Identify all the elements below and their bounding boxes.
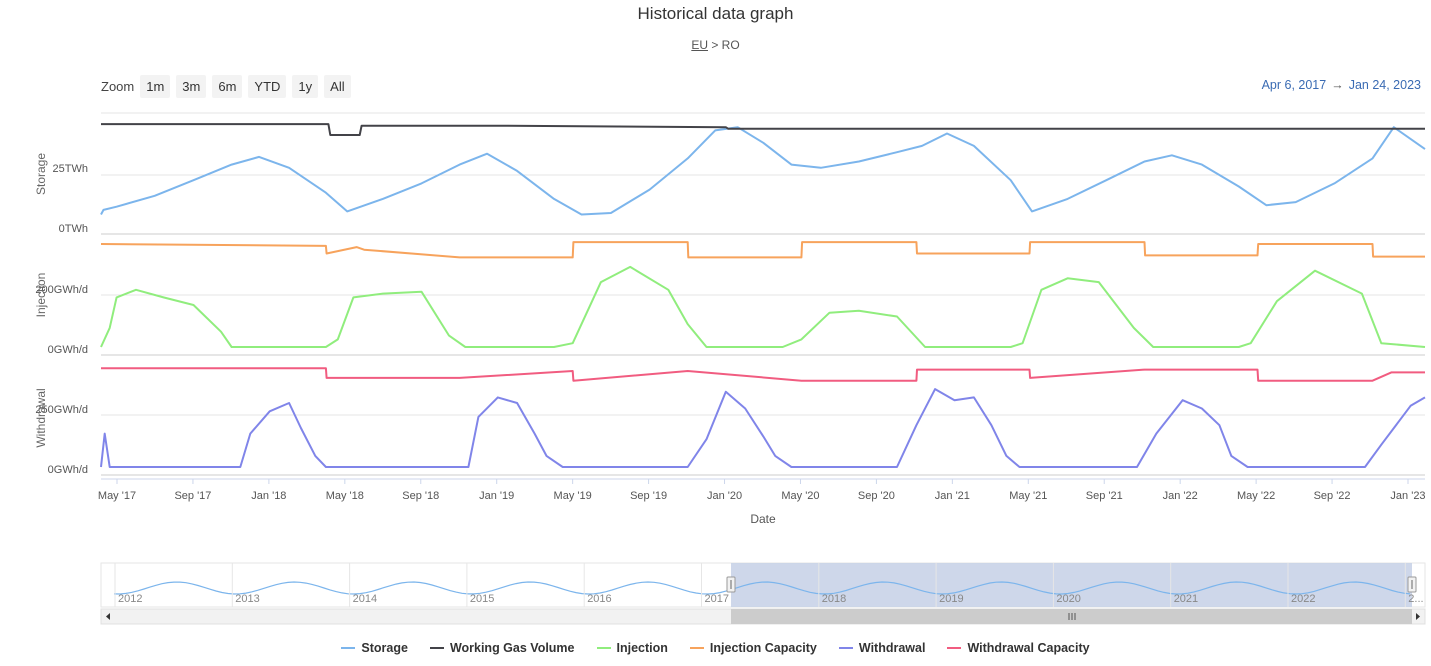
y-tick-label: 0GWh/d [48,344,88,356]
x-tick-label: Sep '17 [174,490,211,502]
navigator-year-label: 2012 [118,593,142,605]
x-tick-label: May '17 [98,490,136,502]
zoom-ytd-button[interactable]: YTD [248,75,287,98]
breadcrumb: EU > RO [0,38,1431,52]
date-range-display: Apr 6, 2017 → Jan 24, 2023 [1262,78,1421,92]
legend-label: Injection [616,641,668,655]
series-line-withdrawal-capacity [101,367,1425,382]
legend-swatch [341,647,356,649]
y-axis-title: Storage [34,153,48,195]
series-line-withdrawal [100,388,1426,468]
breadcrumb-ro: RO [721,38,740,52]
y-tick-label: 25TWh [53,163,88,175]
zoom-selector: Zoom 1m 3m 6m YTD 1y All [101,75,351,98]
navigator-year-label: 2015 [470,593,494,605]
navigator-year-label: 2013 [235,593,259,605]
range-arrow-icon: → [1331,78,1344,92]
x-tick-label: Sep '18 [402,490,439,502]
x-tick-label: May '18 [326,490,364,502]
x-tick-label: Jan '20 [707,490,742,502]
legend-item-withdrawal-capacity[interactable]: Withdrawal Capacity [947,641,1090,655]
x-tick-label: Jan '18 [251,490,286,502]
legend-item-injection-capacity[interactable]: Injection Capacity [689,641,817,655]
breadcrumb-separator: > [707,38,722,52]
navigator-year-label: 2016 [587,593,611,605]
legend-label: Injection Capacity [709,641,817,655]
series-line-injection [100,265,1426,348]
zoom-1m-button[interactable]: 1m [140,75,171,98]
x-tick-label: May '20 [781,490,819,502]
legend-label: Storage [361,641,408,655]
legend-item-storage[interactable]: Storage [341,641,408,655]
series-line-working-gas-volume [101,123,1425,136]
navigator-year-label: 2020 [1056,593,1080,605]
x-tick-label: Sep '19 [630,490,667,502]
y-axis-title: Injection [34,273,48,318]
zoom-1y-button[interactable]: 1y [292,75,319,98]
series-line-storage [100,126,1426,216]
x-tick-label: Jan '22 [1163,490,1198,502]
y-tick-label: 250GWh/d [35,404,88,416]
x-tick-label: May '21 [1009,490,1047,502]
x-tick-label: May '22 [1237,490,1275,502]
navigator-year-label: 2019 [939,593,963,605]
x-tick-label: Sep '20 [858,490,895,502]
legend-swatch [689,647,704,649]
zoom-6m-button[interactable]: 6m [212,75,243,98]
navigator-year-label: 2014 [353,593,377,605]
legend-item-working-gas-volume[interactable]: Working Gas Volume [429,641,575,655]
x-tick-label: Jan '23 [1390,490,1425,502]
x-tick-label: Sep '22 [1314,490,1351,502]
navigator-year-label: 2017 [705,593,729,605]
x-axis-title: Date [750,512,776,526]
legend-swatch [596,647,611,649]
navigator-year-label: 2018 [822,593,846,605]
chart-title: Historical data graph [637,4,794,23]
navigator-selected-range[interactable] [731,563,1412,607]
legend-swatch [838,647,853,649]
x-tick-label: Jan '19 [479,490,514,502]
y-tick-label: 0TWh [59,223,88,235]
y-tick-label: 0GWh/d [48,464,88,476]
range-from-date[interactable]: Apr 6, 2017 [1261,78,1327,92]
navigator-year-label: 2021 [1174,593,1198,605]
legend-label: Working Gas Volume [449,641,575,655]
navigator-year-label: 2... [1408,593,1423,605]
legend-swatch [947,647,962,649]
legend-label: Withdrawal [858,641,926,655]
chart-legend: Storage Working Gas Volume Injection Inj… [0,641,1431,655]
legend-item-withdrawal[interactable]: Withdrawal [838,641,926,655]
legend-item-injection[interactable]: Injection [596,641,668,655]
zoom-all-button[interactable]: All [324,75,351,98]
series-line-injection-capacity [100,241,1425,259]
scroll-right-arrow-icon[interactable] [1416,613,1420,620]
zoom-label: Zoom [101,79,135,94]
legend-label: Withdrawal Capacity [967,641,1090,655]
range-to-date[interactable]: Jan 24, 2023 [1348,78,1421,92]
breadcrumb-eu-link[interactable]: EU [691,38,708,52]
legend-swatch [429,647,444,649]
scroll-left-arrow-icon[interactable] [106,613,110,620]
zoom-3m-button[interactable]: 3m [176,75,207,98]
y-axis-title: Withdrawal [34,388,48,447]
x-tick-label: May '19 [554,490,592,502]
navigator-series-line [113,581,1411,595]
x-tick-label: Jan '21 [935,490,970,502]
x-tick-label: Sep '21 [1086,490,1123,502]
y-tick-label: 200GWh/d [35,284,88,296]
navigator-year-label: 2022 [1291,593,1315,605]
